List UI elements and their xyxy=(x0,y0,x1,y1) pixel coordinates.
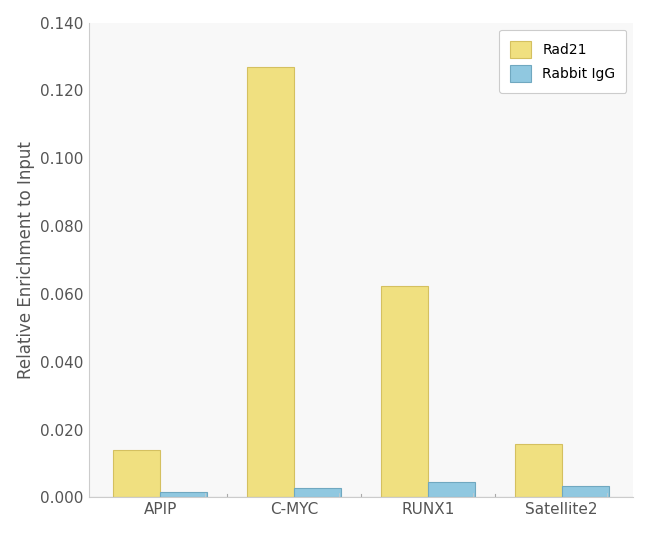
Bar xyxy=(113,450,160,498)
Bar xyxy=(294,488,341,498)
Bar xyxy=(381,286,428,498)
Bar xyxy=(562,486,608,498)
Legend: Rad21, Rabbit IgG: Rad21, Rabbit IgG xyxy=(499,29,627,93)
Bar xyxy=(428,482,474,498)
Bar xyxy=(247,67,294,498)
Y-axis label: Relative Enrichment to Input: Relative Enrichment to Input xyxy=(17,141,34,379)
Bar xyxy=(160,492,207,498)
Bar xyxy=(515,444,562,498)
